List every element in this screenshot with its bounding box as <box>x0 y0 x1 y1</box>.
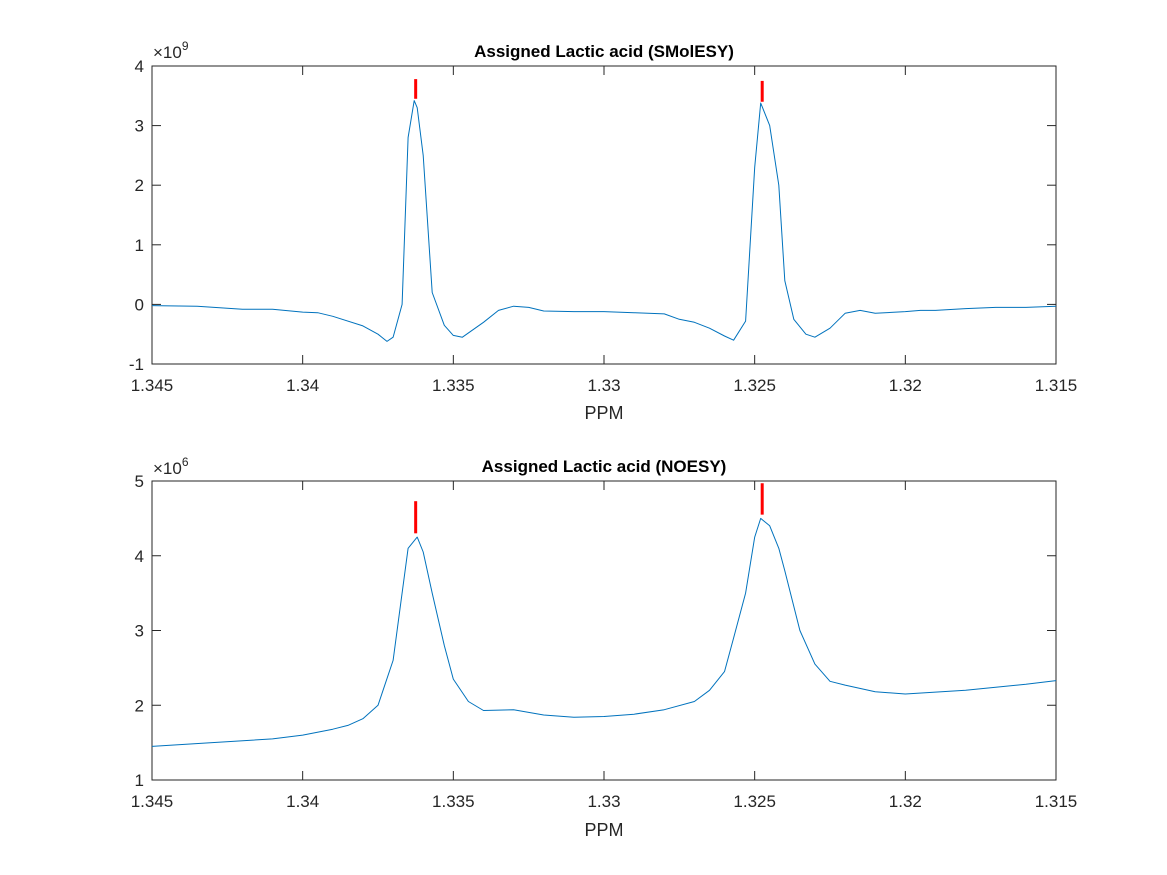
top-chart-xtick-label: 1.335 <box>432 376 475 395</box>
bottom-chart-plot-area: 1.345 1.34 1.335 1.33 1.325 1.32 1.315 1 2 3 4 5 <box>131 472 1078 811</box>
bottom-chart-exponent: ×106 <box>153 455 189 478</box>
bottom-chart-ytick-label: 5 <box>135 472 144 491</box>
bottom-chart-ytick-label: 1 <box>135 771 144 790</box>
top-chart-xtick-label: 1.32 <box>889 376 922 395</box>
top-chart-series-line <box>151 100 1057 342</box>
bottom-chart-xtick-label: 1.335 <box>432 792 475 811</box>
top-chart-exponent-base: ×10 <box>153 43 182 62</box>
bottom-chart-xtick-label: 1.345 <box>131 792 174 811</box>
bottom-chart-ytick-label: 3 <box>135 622 144 641</box>
bottom-chart-xlabel: PPM <box>584 820 623 840</box>
top-chart-ytick-label: 3 <box>135 117 144 136</box>
bottom-chart-exponent-power: 6 <box>182 455 189 469</box>
bottom-chart-panel: Assigned Lactic acid (NOESY) ×106 1.345 1… <box>131 455 1078 840</box>
top-chart-axes-box <box>151 65 1057 365</box>
top-chart-exponent-power: 9 <box>182 39 189 53</box>
bottom-chart-axes-box <box>151 480 1057 781</box>
top-chart-xtick-label: 1.33 <box>587 376 620 395</box>
top-chart-title: Assigned Lactic acid (SMolESY) <box>474 42 734 61</box>
top-chart-plot-area: 1.345 1.34 1.335 1.33 1.325 1.32 1.315 -1 0 1 2 3 4 <box>129 57 1077 395</box>
top-chart-panel: Assigned Lactic acid (SMolESY) ×109 1.34… <box>129 39 1077 423</box>
top-chart-xtick-label: 1.315 <box>1035 376 1078 395</box>
bottom-chart-title: Assigned Lactic acid (NOESY) <box>482 457 727 476</box>
bottom-chart-exponent-base: ×10 <box>153 459 182 478</box>
top-chart-ytick-label: 1 <box>135 236 144 255</box>
top-chart-xlabel: PPM <box>584 403 623 423</box>
top-chart-exponent: ×109 <box>153 39 189 62</box>
top-chart-ytick-label: 2 <box>135 176 144 195</box>
bottom-chart-xtick-label: 1.325 <box>733 792 776 811</box>
bottom-chart-series-line <box>151 517 1057 747</box>
top-chart-ytick-label: -1 <box>129 355 144 374</box>
top-chart-xtick-label: 1.345 <box>131 376 174 395</box>
top-chart-xtick-label: 1.34 <box>286 376 319 395</box>
bottom-chart-xtick-label: 1.34 <box>286 792 319 811</box>
bottom-chart-xtick-label: 1.33 <box>587 792 620 811</box>
bottom-chart-ytick-label: 2 <box>135 696 144 715</box>
bottom-chart-ytick-label: 4 <box>135 547 144 566</box>
top-chart-ytick-label: 0 <box>135 295 144 314</box>
bottom-chart-xtick-label: 1.315 <box>1035 792 1078 811</box>
top-chart-xtick-label: 1.325 <box>733 376 776 395</box>
bottom-chart-xtick-label: 1.32 <box>889 792 922 811</box>
top-chart-ytick-label: 4 <box>135 57 144 76</box>
